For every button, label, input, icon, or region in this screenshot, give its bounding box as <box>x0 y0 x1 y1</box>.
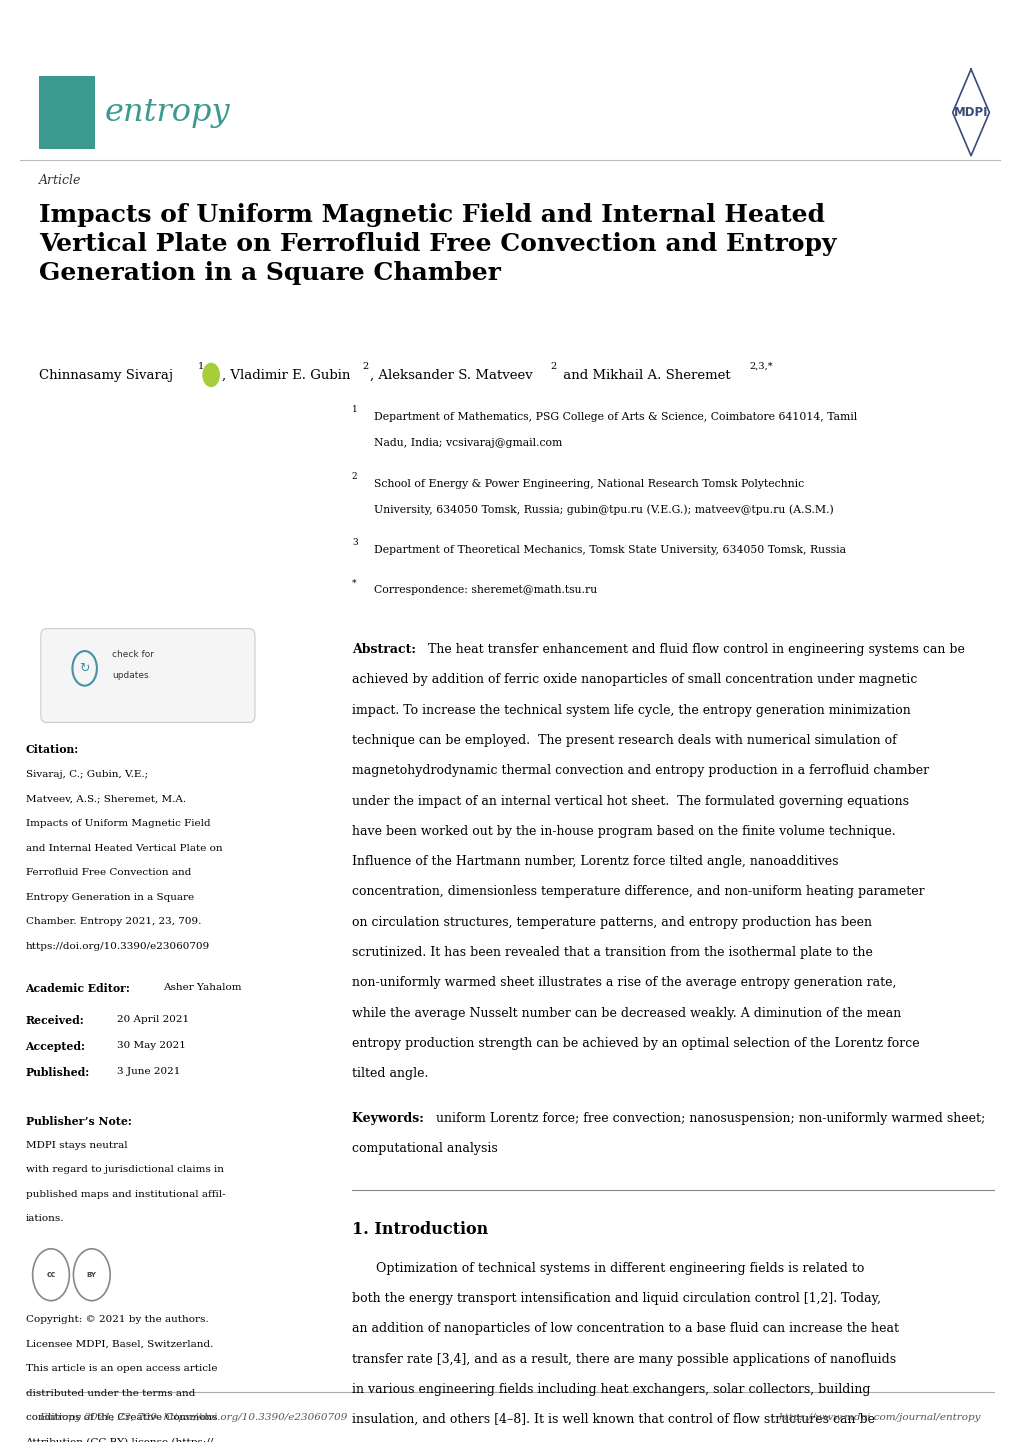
FancyBboxPatch shape <box>39 76 95 149</box>
Text: concentration, dimensionless temperature difference, and non-uniform heating par: concentration, dimensionless temperature… <box>352 885 923 898</box>
Text: Department of Mathematics, PSG College of Arts & Science, Coimbatore 641014, Tam: Department of Mathematics, PSG College o… <box>374 412 857 423</box>
Text: magnetohydrodynamic thermal convection and entropy production in a ferrofluid ch: magnetohydrodynamic thermal convection a… <box>352 764 928 777</box>
Text: Asher Yahalom: Asher Yahalom <box>163 983 242 992</box>
Text: Attribution (CC BY) license (https://: Attribution (CC BY) license (https:// <box>25 1438 214 1442</box>
Text: BY: BY <box>87 1272 97 1278</box>
Text: cc: cc <box>46 1270 56 1279</box>
Text: Entropy Generation in a Square: Entropy Generation in a Square <box>25 893 194 901</box>
Text: The heat transfer enhancement and fluid flow control in engineering systems can : The heat transfer enhancement and fluid … <box>428 643 964 656</box>
Text: have been worked out by the in-house program based on the finite volume techniqu: have been worked out by the in-house pro… <box>352 825 895 838</box>
Text: , Aleksander S. Matveev: , Aleksander S. Matveev <box>370 369 537 382</box>
Text: achieved by addition of ferric oxide nanoparticles of small concentration under : achieved by addition of ferric oxide nan… <box>352 673 916 686</box>
Text: 2: 2 <box>362 362 368 371</box>
Text: with regard to jurisdictional claims in: with regard to jurisdictional claims in <box>25 1165 223 1174</box>
Text: while the average Nusselt number can be decreased weakly. A diminution of the me: while the average Nusselt number can be … <box>352 1007 900 1019</box>
Text: tilted angle.: tilted angle. <box>352 1067 428 1080</box>
Text: uniform Lorentz force; free convection; nanosuspension; non-uniformly warmed she: uniform Lorentz force; free convection; … <box>435 1112 983 1125</box>
Text: conditions of the Creative Commons: conditions of the Creative Commons <box>25 1413 217 1422</box>
Text: and Mikhail A. Sheremet: and Mikhail A. Sheremet <box>558 369 734 382</box>
Text: School of Energy & Power Engineering, National Research Tomsk Polytechnic: School of Energy & Power Engineering, Na… <box>374 479 804 489</box>
Text: non-uniformly warmed sheet illustrates a rise of the average entropy generation : non-uniformly warmed sheet illustrates a… <box>352 976 896 989</box>
Text: 1. Introduction: 1. Introduction <box>352 1221 488 1239</box>
Text: Accepted:: Accepted: <box>25 1041 86 1053</box>
Text: Matveev, A.S.; Sheremet, M.A.: Matveev, A.S.; Sheremet, M.A. <box>25 795 185 803</box>
Text: MDPI: MDPI <box>953 105 987 120</box>
Text: and Internal Heated Vertical Plate on: and Internal Heated Vertical Plate on <box>25 844 222 852</box>
Circle shape <box>203 363 219 386</box>
Text: Chinnasamy Sivaraj: Chinnasamy Sivaraj <box>39 369 177 382</box>
Text: insulation, and others [4–8]. It is well known that control of flow structures c: insulation, and others [4–8]. It is well… <box>352 1413 874 1426</box>
Text: iations.: iations. <box>25 1214 64 1223</box>
Text: 2: 2 <box>352 472 358 480</box>
Text: Academic Editor:: Academic Editor: <box>25 983 133 995</box>
Text: Article: Article <box>39 174 82 187</box>
Text: ↻: ↻ <box>79 662 90 675</box>
Text: 1: 1 <box>352 405 358 414</box>
Text: Ferrofluid Free Convection and: Ferrofluid Free Convection and <box>25 868 191 877</box>
Text: under the impact of an internal vertical hot sheet.  The formulated governing eq: under the impact of an internal vertical… <box>352 795 908 808</box>
Text: Impacts of Uniform Magnetic Field and Internal Heated
Vertical Plate on Ferroflu: Impacts of Uniform Magnetic Field and In… <box>39 203 836 286</box>
Text: computational analysis: computational analysis <box>352 1142 497 1155</box>
Text: 20 April 2021: 20 April 2021 <box>117 1015 190 1024</box>
Text: Copyright: © 2021 by the authors.: Copyright: © 2021 by the authors. <box>25 1315 208 1324</box>
Text: Citation:: Citation: <box>25 744 78 756</box>
Text: Published:: Published: <box>25 1067 90 1079</box>
Text: MDPI stays neutral: MDPI stays neutral <box>25 1141 127 1149</box>
Text: impact. To increase the technical system life cycle, the entropy generation mini: impact. To increase the technical system… <box>352 704 910 717</box>
Text: Sivaraj, C.; Gubin, V.E.;: Sivaraj, C.; Gubin, V.E.; <box>25 770 148 779</box>
Text: iD: iD <box>208 372 214 378</box>
Text: Nadu, India; vcsivaraj@gmail.com: Nadu, India; vcsivaraj@gmail.com <box>374 438 562 448</box>
Text: 30 May 2021: 30 May 2021 <box>117 1041 186 1050</box>
Text: both the energy transport intensification and liquid circulation control [1,2]. : both the energy transport intensificatio… <box>352 1292 880 1305</box>
Text: Chamber. Entropy 2021, 23, 709.: Chamber. Entropy 2021, 23, 709. <box>25 917 201 926</box>
Text: entropy production strength can be achieved by an optimal selection of the Loren: entropy production strength can be achie… <box>352 1037 918 1050</box>
Text: This article is an open access article: This article is an open access article <box>25 1364 217 1373</box>
Text: 2,3,*: 2,3,* <box>749 362 772 371</box>
Text: Received:: Received: <box>25 1015 85 1027</box>
Text: https://www.mdpi.com/journal/entropy: https://www.mdpi.com/journal/entropy <box>777 1413 980 1422</box>
Text: published maps and institutional affil-: published maps and institutional affil- <box>25 1190 225 1198</box>
Text: distributed under the terms and: distributed under the terms and <box>25 1389 195 1397</box>
Text: Department of Theoretical Mechanics, Tomsk State University, 634050 Tomsk, Russi: Department of Theoretical Mechanics, Tom… <box>374 545 846 555</box>
Text: check for: check for <box>112 650 154 659</box>
Text: entropy: entropy <box>105 97 230 128</box>
Text: Abstract:: Abstract: <box>352 643 420 656</box>
Text: 3 June 2021: 3 June 2021 <box>117 1067 180 1076</box>
Text: Publisher’s Note:: Publisher’s Note: <box>25 1116 131 1128</box>
Text: on circulation structures, temperature patterns, and entropy production has been: on circulation structures, temperature p… <box>352 916 871 929</box>
Text: 2: 2 <box>550 362 556 371</box>
Text: scrutinized. It has been revealed that a transition from the isothermal plate to: scrutinized. It has been revealed that a… <box>352 946 872 959</box>
Text: updates: updates <box>112 671 149 679</box>
Text: https://doi.org/10.3390/e23060709: https://doi.org/10.3390/e23060709 <box>25 942 210 950</box>
FancyBboxPatch shape <box>41 629 255 722</box>
Text: Entropy 2021, 23, 709. https://doi.org/10.3390/e23060709: Entropy 2021, 23, 709. https://doi.org/1… <box>39 1413 346 1422</box>
Text: Influence of the Hartmann number, Lorentz force tilted angle, nanoadditives: Influence of the Hartmann number, Lorent… <box>352 855 838 868</box>
Text: an addition of nanoparticles of low concentration to a base fluid can increase t: an addition of nanoparticles of low conc… <box>352 1322 898 1335</box>
Text: transfer rate [3,4], and as a result, there are many possible applications of na: transfer rate [3,4], and as a result, th… <box>352 1353 895 1366</box>
Text: Keywords:: Keywords: <box>352 1112 428 1125</box>
Text: *: * <box>352 578 356 587</box>
Text: Impacts of Uniform Magnetic Field: Impacts of Uniform Magnetic Field <box>25 819 210 828</box>
Text: University, 634050 Tomsk, Russia; gubin@tpu.ru (V.E.G.); matveev@tpu.ru (A.S.M.): University, 634050 Tomsk, Russia; gubin@… <box>374 505 834 515</box>
Text: 3: 3 <box>352 538 358 547</box>
Text: in various engineering fields including heat exchangers, solar collectors, build: in various engineering fields including … <box>352 1383 869 1396</box>
Text: 1: 1 <box>198 362 204 371</box>
Text: , Vladimir E. Gubin: , Vladimir E. Gubin <box>222 369 355 382</box>
Text: Optimization of technical systems in different engineering fields is related to: Optimization of technical systems in dif… <box>352 1262 863 1275</box>
Text: Licensee MDPI, Basel, Switzerland.: Licensee MDPI, Basel, Switzerland. <box>25 1340 213 1348</box>
Text: Correspondence: sheremet@math.tsu.ru: Correspondence: sheremet@math.tsu.ru <box>374 585 597 596</box>
Text: technique can be employed.  The present research deals with numerical simulation: technique can be employed. The present r… <box>352 734 896 747</box>
